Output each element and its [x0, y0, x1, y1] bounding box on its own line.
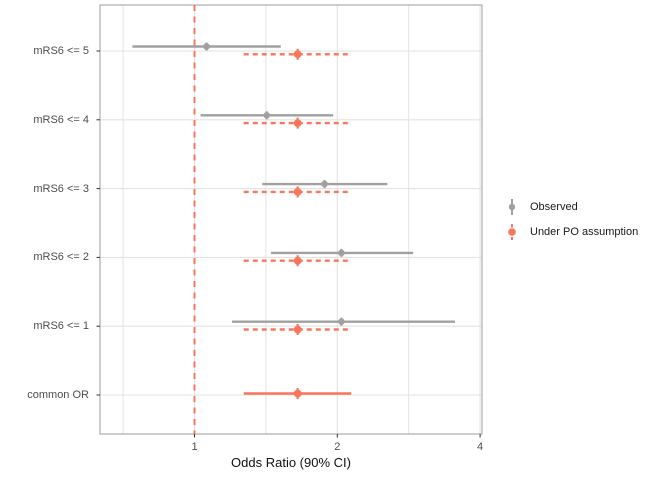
x-axis-tick-label: 4 [477, 441, 484, 453]
legend-item: Observed [501, 195, 638, 218]
legend-label: Under PO assumption [530, 225, 639, 238]
point-observed [321, 180, 328, 188]
point-observed [203, 43, 210, 50]
x-axis-tick-label: 1 [191, 441, 198, 453]
y-axis-label: mRS6 <= 2 [33, 251, 89, 264]
point-po [293, 256, 302, 265]
point-po [293, 325, 302, 334]
legend-key-observed-icon [508, 198, 516, 215]
panel-border [99, 4, 483, 435]
y-axis-label: mRS6 <= 5 [33, 45, 89, 57]
y-axis-label: mRS6 <= 3 [33, 182, 89, 195]
point-po [293, 389, 302, 398]
y-axis-label: common OR [27, 389, 89, 401]
y-axis-label: mRS6 <= 1 [33, 320, 89, 333]
point-observed [338, 249, 345, 257]
legend-label: Observed [530, 200, 578, 213]
point-observed [263, 112, 271, 119]
legend-item: Under PO assumption [501, 220, 638, 243]
point-observed [338, 318, 345, 326]
point-po [293, 119, 302, 127]
y-axis-label: mRS6 <= 4 [33, 113, 89, 126]
legend-key-po-icon [508, 223, 516, 240]
x-axis-tick-label: 2 [334, 441, 341, 453]
x-axis-title: Odds Ratio (90% CI) [231, 455, 351, 470]
point-po [293, 188, 302, 196]
legend: Observed Under PO assumption [501, 195, 638, 243]
point-po [293, 50, 302, 59]
